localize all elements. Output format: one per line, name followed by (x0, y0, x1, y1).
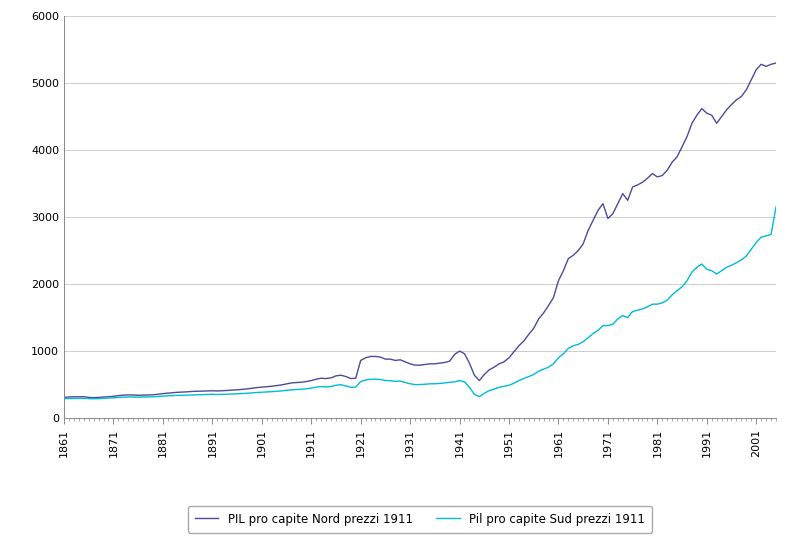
Pil pro capite Sud prezzi 1911 (89, 396, 98, 402)
PIL pro capite Nord prezzi 1911 (771, 60, 781, 66)
PIL pro capite Nord prezzi 1911 (89, 394, 98, 401)
Pil pro capite Sud prezzi 1911 (603, 323, 613, 329)
Pil pro capite Sud prezzi 1911 (59, 396, 69, 402)
Pil pro capite Sud prezzi 1911 (726, 262, 736, 269)
PIL pro capite Nord prezzi 1911 (726, 101, 736, 108)
PIL pro capite Nord prezzi 1911 (64, 394, 74, 400)
PIL pro capite Nord prezzi 1911 (623, 197, 633, 204)
Pil pro capite Sud prezzi 1911 (64, 396, 74, 402)
Pil pro capite Sud prezzi 1911 (771, 204, 781, 210)
Legend: PIL pro capite Nord prezzi 1911, Pil pro capite Sud prezzi 1911: PIL pro capite Nord prezzi 1911, Pil pro… (188, 505, 652, 533)
Pil pro capite Sud prezzi 1911 (623, 314, 633, 321)
Pil pro capite Sud prezzi 1911 (474, 393, 484, 400)
Line: PIL pro capite Nord prezzi 1911: PIL pro capite Nord prezzi 1911 (64, 63, 776, 398)
Line: Pil pro capite Sud prezzi 1911: Pil pro capite Sud prezzi 1911 (64, 207, 776, 399)
Pil pro capite Sud prezzi 1911 (98, 395, 108, 401)
PIL pro capite Nord prezzi 1911 (474, 377, 484, 384)
PIL pro capite Nord prezzi 1911 (98, 394, 108, 400)
PIL pro capite Nord prezzi 1911 (59, 394, 69, 400)
PIL pro capite Nord prezzi 1911 (603, 215, 613, 222)
